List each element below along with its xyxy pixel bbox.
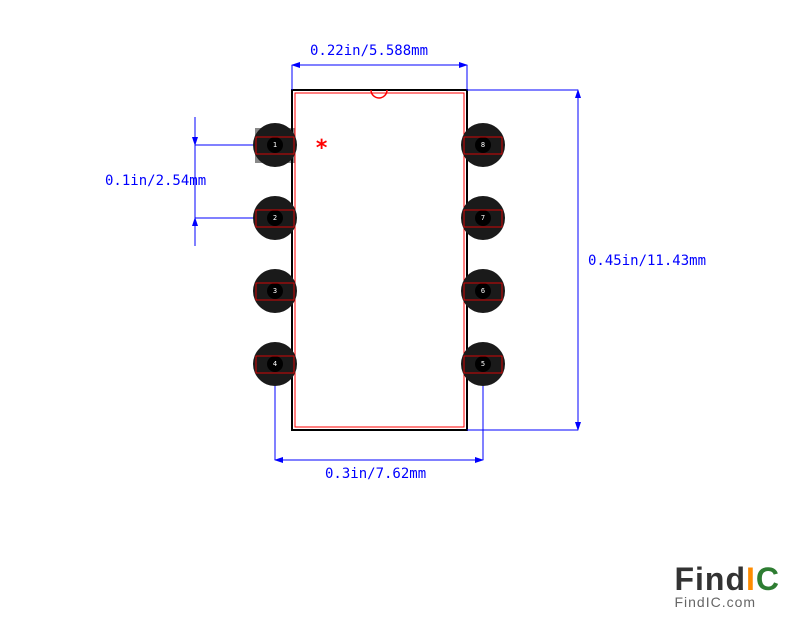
ic-package-diagram: 1 2 3 4 5 6 7 8 * 0.22in/5.588mm 0.3in/7.62mm 0.45i…: [0, 0, 800, 625]
svg-text:3: 3: [273, 287, 277, 295]
svg-text:2: 2: [273, 214, 277, 222]
svg-text:1: 1: [273, 141, 277, 149]
svg-text:0.45in/11.43mm: 0.45in/11.43mm: [588, 253, 706, 269]
svg-text:6: 6: [481, 287, 485, 295]
svg-text:*: *: [315, 136, 328, 161]
logo-text-3: C: [756, 561, 780, 597]
svg-text:0.3in/7.62mm: 0.3in/7.62mm: [325, 466, 426, 482]
svg-text:7: 7: [481, 214, 485, 222]
svg-text:0.22in/5.588mm: 0.22in/5.588mm: [310, 43, 428, 59]
svg-text:0.1in/2.54mm: 0.1in/2.54mm: [105, 173, 206, 189]
svg-text:5: 5: [481, 360, 485, 368]
svg-text:8: 8: [481, 141, 485, 149]
svg-text:4: 4: [273, 360, 277, 368]
logo-text-2: I: [746, 561, 756, 597]
logo-text-1: Find: [674, 561, 746, 597]
findic-logo: FindIC FindIC.com: [674, 561, 780, 610]
